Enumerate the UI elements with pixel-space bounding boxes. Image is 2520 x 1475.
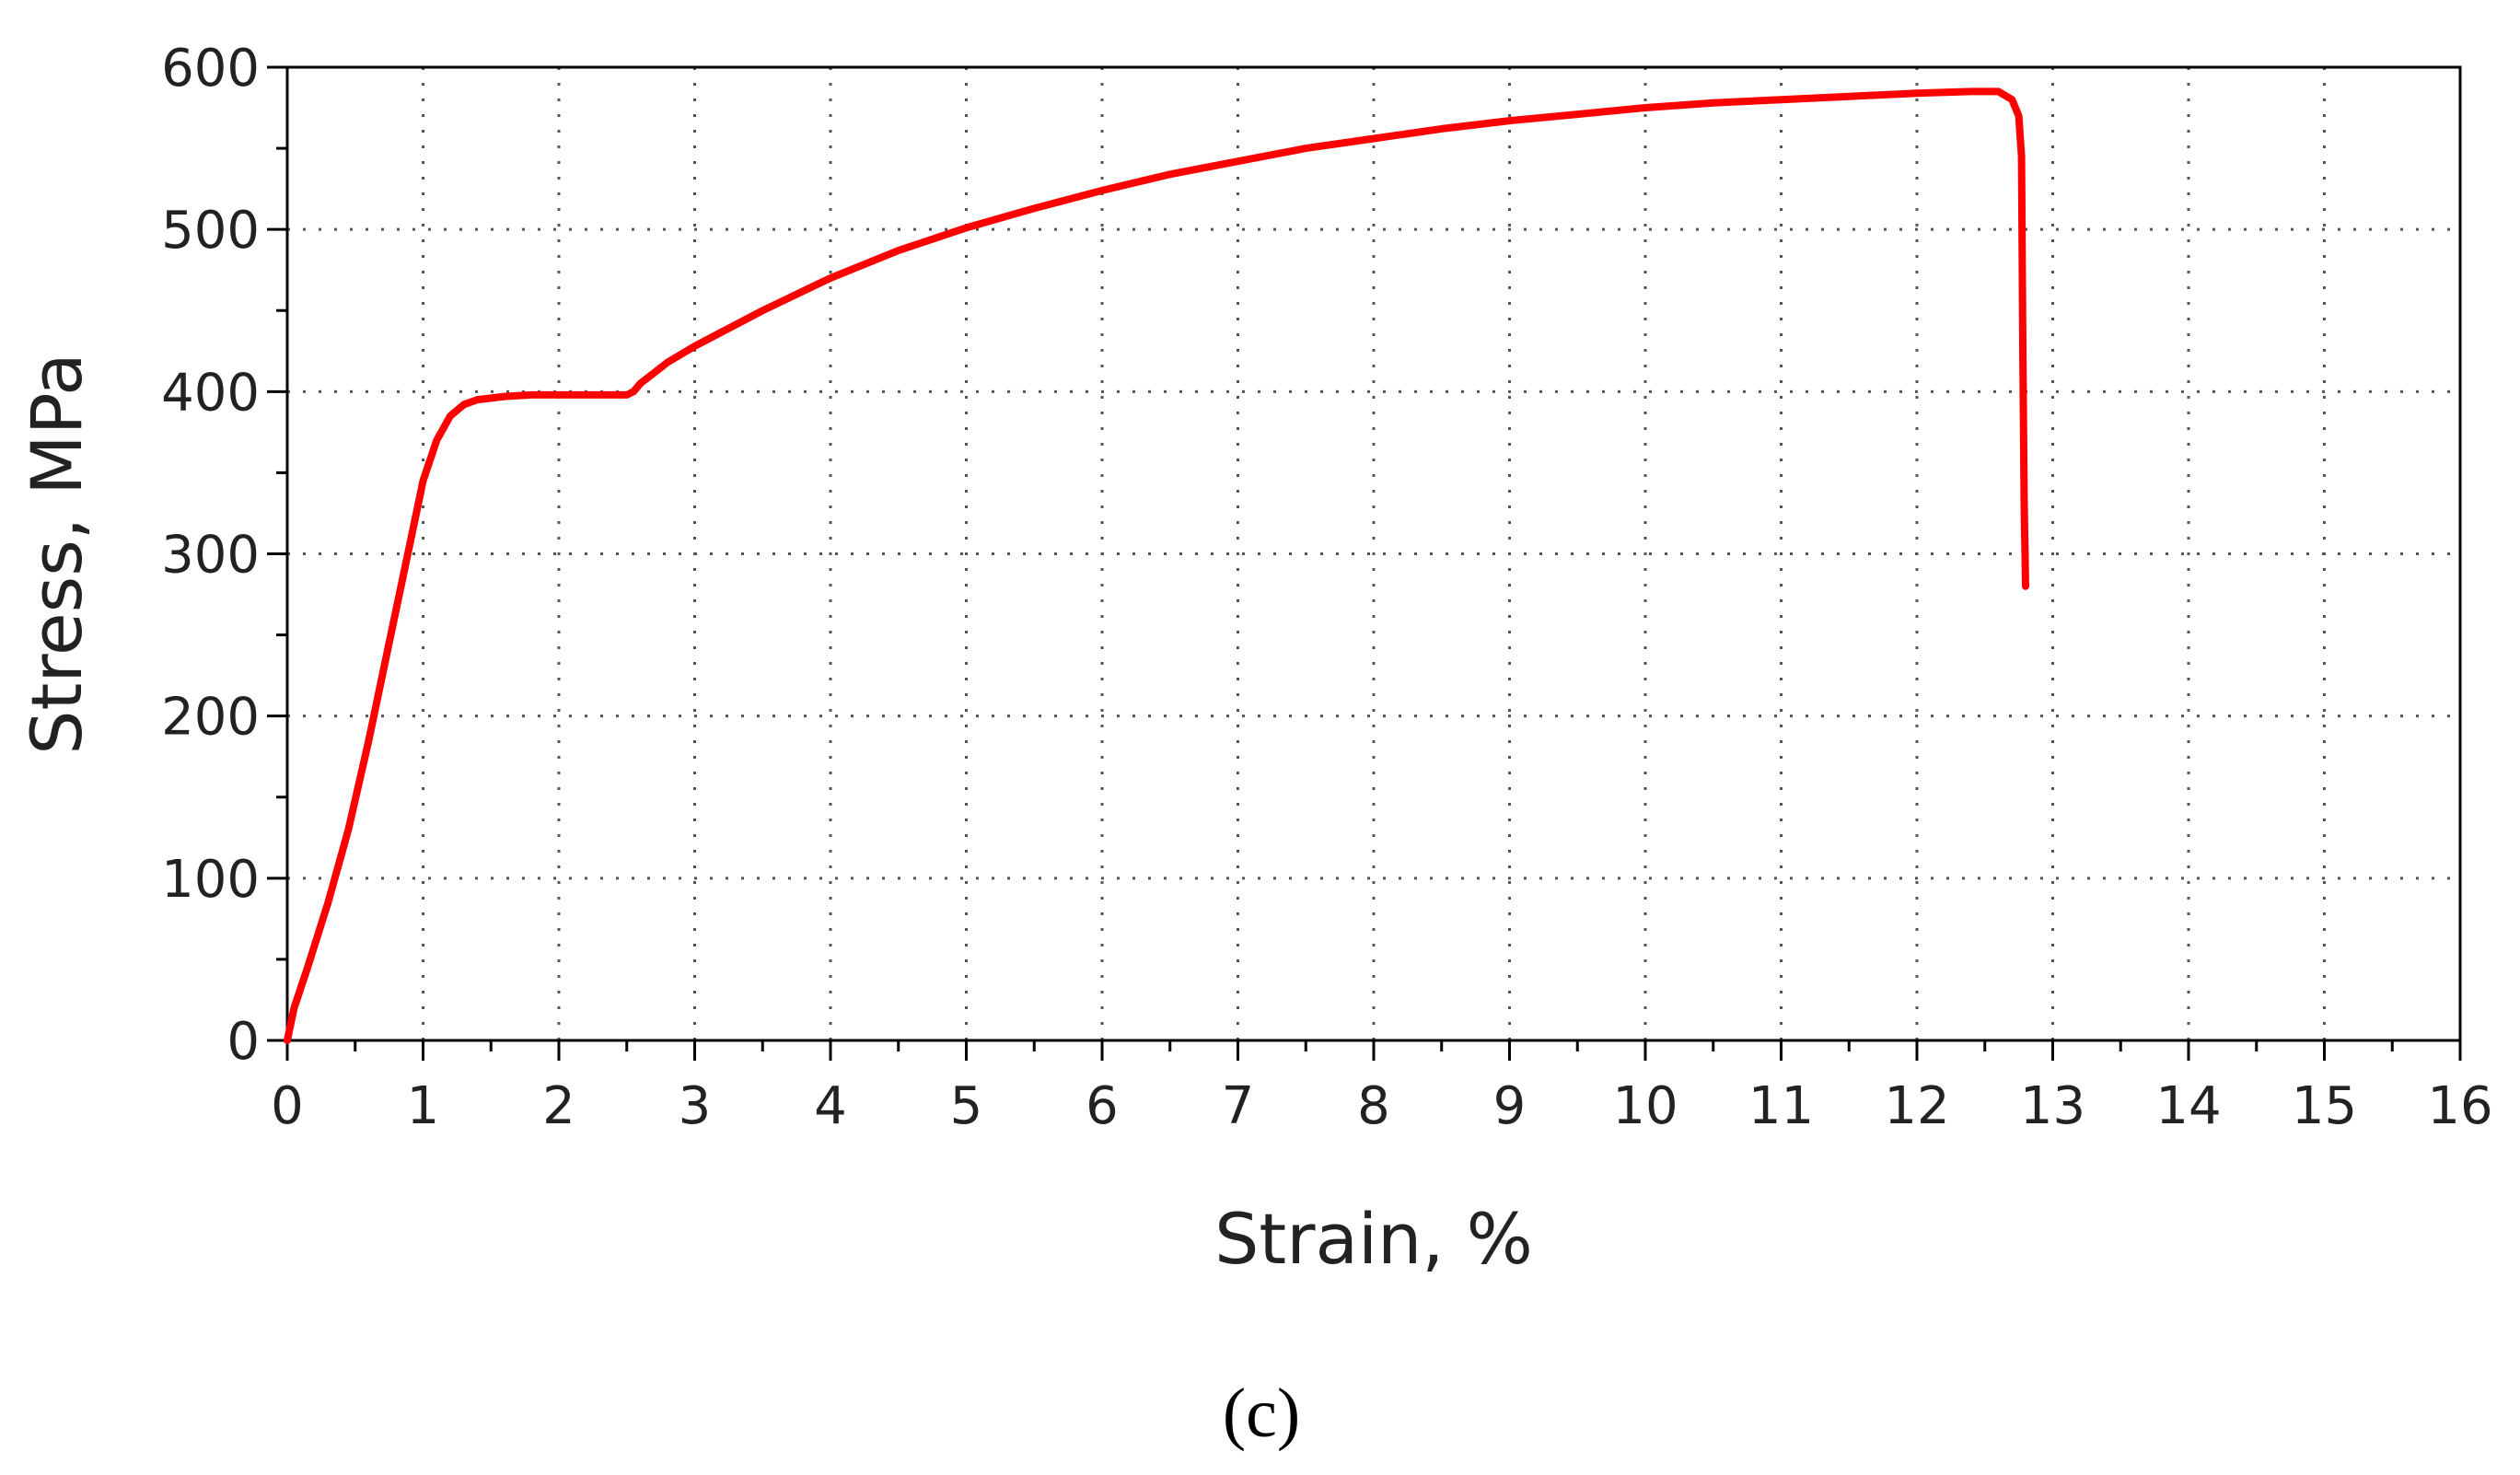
y-tick-label: 500: [161, 201, 260, 261]
y-tick-label: 300: [161, 526, 260, 586]
x-tick-label: 4: [814, 1076, 847, 1136]
x-tick-label: 0: [271, 1076, 304, 1136]
stress-strain-curve: [284, 87, 2029, 1044]
x-tick-label: 16: [2427, 1076, 2492, 1136]
x-axis-title: Strain, %: [1214, 1198, 1533, 1280]
y-tick-label: 100: [161, 850, 260, 910]
x-tick-label: 8: [1357, 1076, 1390, 1136]
x-tick-label: 14: [2155, 1076, 2221, 1136]
x-tick-label: 6: [1086, 1076, 1119, 1136]
x-tick-label: 15: [2292, 1076, 2357, 1136]
x-axis-ticks: 0 1 2 3 4 5 6 7 8 9 10 11 12 13 14 15 16: [271, 1040, 2493, 1136]
x-tick-label: 3: [679, 1076, 712, 1136]
y-axis-title: Stress, MPa: [16, 353, 98, 754]
x-tick-label: 12: [1884, 1076, 1949, 1136]
x-tick-label: 11: [1748, 1076, 1814, 1136]
minor-ticks: [276, 146, 2394, 1051]
x-tick-label: 2: [542, 1076, 575, 1136]
y-tick-label: 400: [161, 363, 260, 423]
x-tick-label: 13: [2020, 1076, 2085, 1136]
x-tick-label: 1: [407, 1076, 440, 1136]
x-tick-label: 10: [1612, 1076, 1678, 1136]
y-tick-label: 600: [161, 39, 260, 99]
x-tick-label: 5: [950, 1076, 983, 1136]
x-tick-label: 9: [1493, 1076, 1527, 1136]
grid-lines: [287, 67, 2460, 1040]
x-tick-label: 7: [1222, 1076, 1255, 1136]
y-tick-label: 200: [161, 688, 260, 748]
y-tick-label: 0: [226, 1012, 260, 1072]
y-axis-ticks: 0 100 200 300 400 500 600: [161, 39, 287, 1072]
panel-label: (c): [1223, 1375, 1300, 1452]
